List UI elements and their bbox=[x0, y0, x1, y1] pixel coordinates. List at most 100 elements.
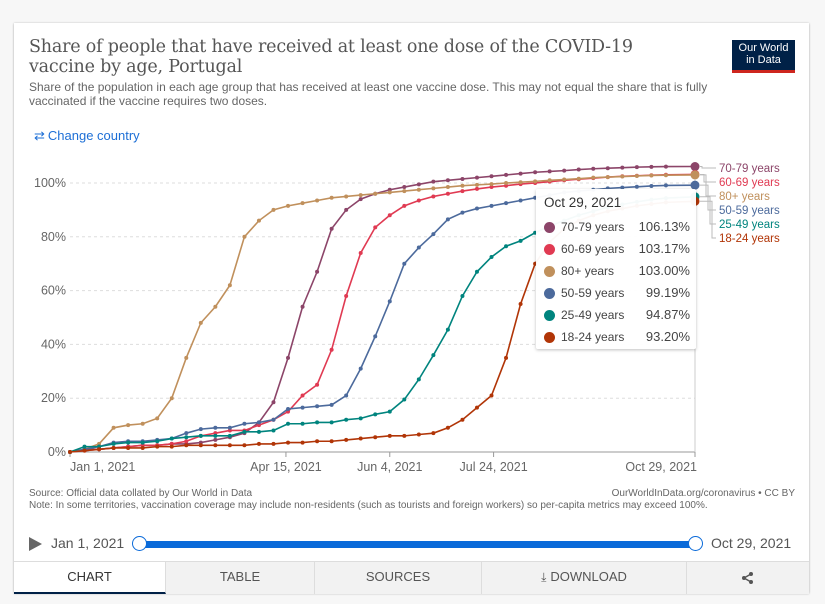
data-point bbox=[431, 431, 436, 436]
data-point bbox=[460, 189, 465, 194]
y-tick-label: 100% bbox=[34, 176, 66, 190]
data-point bbox=[576, 167, 581, 172]
data-point bbox=[402, 189, 407, 194]
data-point bbox=[344, 207, 349, 212]
logo-line-1: Our World bbox=[738, 42, 789, 54]
data-point bbox=[518, 180, 523, 185]
data-point bbox=[358, 416, 363, 421]
data-point bbox=[169, 436, 174, 441]
data-point bbox=[591, 175, 596, 180]
data-point bbox=[605, 166, 610, 171]
data-point bbox=[402, 261, 407, 266]
tooltip-series-label: 25-49 years bbox=[561, 308, 625, 322]
tooltip-series-label: 50-59 years bbox=[561, 286, 625, 300]
data-point bbox=[315, 269, 320, 274]
data-point bbox=[155, 416, 160, 421]
data-point bbox=[504, 201, 509, 206]
timeline-start-label: Jan 1, 2021 bbox=[51, 535, 125, 551]
legend-dot-icon bbox=[544, 310, 555, 321]
change-country-button[interactable]: ⇄ Change country bbox=[34, 128, 140, 144]
legend-connector bbox=[700, 173, 716, 183]
source-url-link[interactable]: OurWorldInData.org/coronavirus • CC BY bbox=[611, 488, 795, 499]
chart-card: Share of people that have received at le… bbox=[14, 23, 809, 594]
data-point bbox=[344, 417, 349, 422]
data-point bbox=[242, 234, 247, 239]
tooltip-row: 60-69 years 103.17% bbox=[544, 240, 690, 260]
data-point bbox=[504, 181, 509, 185]
data-point bbox=[649, 173, 654, 178]
y-tick-label: 0% bbox=[48, 445, 66, 459]
data-point bbox=[286, 421, 291, 426]
data-point bbox=[126, 445, 131, 450]
data-point bbox=[373, 225, 378, 230]
legend-dot-icon bbox=[544, 244, 555, 255]
tab-bar: CHART TABLE SOURCES ⤓ DOWNLOAD bbox=[14, 561, 809, 594]
data-point bbox=[445, 178, 450, 183]
series-endpoint bbox=[690, 170, 700, 180]
legend-dot-icon bbox=[544, 288, 555, 299]
tooltip-series-value: 103.17% bbox=[638, 241, 690, 256]
tab-table[interactable]: TABLE bbox=[166, 562, 315, 594]
legend-connector bbox=[700, 200, 716, 239]
data-point bbox=[198, 443, 203, 448]
data-point bbox=[184, 355, 189, 360]
data-point bbox=[474, 269, 479, 274]
data-point bbox=[358, 366, 363, 371]
data-point bbox=[416, 377, 421, 382]
data-point bbox=[445, 191, 450, 196]
data-point bbox=[344, 437, 349, 442]
data-point bbox=[387, 433, 392, 438]
data-point bbox=[649, 164, 654, 169]
data-point bbox=[300, 201, 305, 206]
x-tick-label: Jun 4, 2021 bbox=[357, 460, 422, 474]
data-point bbox=[634, 184, 639, 189]
tooltip-row: 80+ years 103.00% bbox=[544, 262, 690, 282]
data-point bbox=[416, 182, 421, 187]
data-point bbox=[242, 429, 247, 434]
owid-logo[interactable]: Our World in Data bbox=[732, 40, 795, 73]
data-point bbox=[663, 173, 668, 178]
data-point bbox=[504, 172, 509, 177]
data-point bbox=[518, 198, 523, 203]
logo-line-2: in Data bbox=[746, 54, 781, 66]
tab-sources-label: SOURCES bbox=[365, 569, 431, 584]
legend-label: 80+ years bbox=[719, 191, 770, 203]
data-point bbox=[489, 254, 494, 259]
data-point bbox=[460, 417, 465, 422]
tab-download-label: DOWNLOAD bbox=[550, 569, 627, 584]
data-point bbox=[315, 404, 320, 409]
share-button[interactable] bbox=[687, 562, 809, 594]
series-endpoint bbox=[690, 162, 700, 172]
tooltip-row: 70-79 years 106.13% bbox=[544, 218, 690, 238]
data-point bbox=[416, 245, 421, 250]
timeline-end-handle[interactable] bbox=[688, 536, 703, 551]
data-point bbox=[605, 175, 610, 180]
data-point bbox=[445, 425, 450, 430]
tab-sources[interactable]: SOURCES bbox=[315, 562, 482, 594]
tab-chart[interactable]: CHART bbox=[14, 562, 166, 594]
tab-download[interactable]: ⤓ DOWNLOAD bbox=[482, 562, 687, 594]
data-point bbox=[576, 176, 581, 181]
play-icon[interactable] bbox=[29, 537, 42, 551]
data-point bbox=[82, 448, 87, 453]
timeline-track[interactable] bbox=[139, 541, 695, 548]
data-point bbox=[416, 432, 421, 437]
data-point bbox=[227, 433, 232, 438]
tooltip-row: 25-49 years 94.87% bbox=[544, 306, 690, 326]
swap-arrows-icon: ⇄ bbox=[34, 128, 45, 143]
chart-footer: Source: Official data collated by Our Wo… bbox=[29, 488, 789, 511]
data-point bbox=[315, 420, 320, 425]
tooltip-date: Oct 29, 2021 bbox=[544, 195, 622, 210]
timeline-start-handle[interactable] bbox=[132, 536, 147, 551]
data-point bbox=[242, 421, 247, 426]
data-point bbox=[489, 182, 494, 187]
data-point bbox=[111, 441, 116, 446]
data-point bbox=[518, 302, 523, 307]
data-point bbox=[271, 207, 276, 212]
data-point bbox=[504, 355, 509, 360]
download-icon: ⤓ bbox=[541, 570, 547, 584]
data-point bbox=[213, 425, 218, 430]
data-point bbox=[358, 436, 363, 441]
data-point bbox=[387, 409, 392, 414]
data-point bbox=[315, 439, 320, 444]
